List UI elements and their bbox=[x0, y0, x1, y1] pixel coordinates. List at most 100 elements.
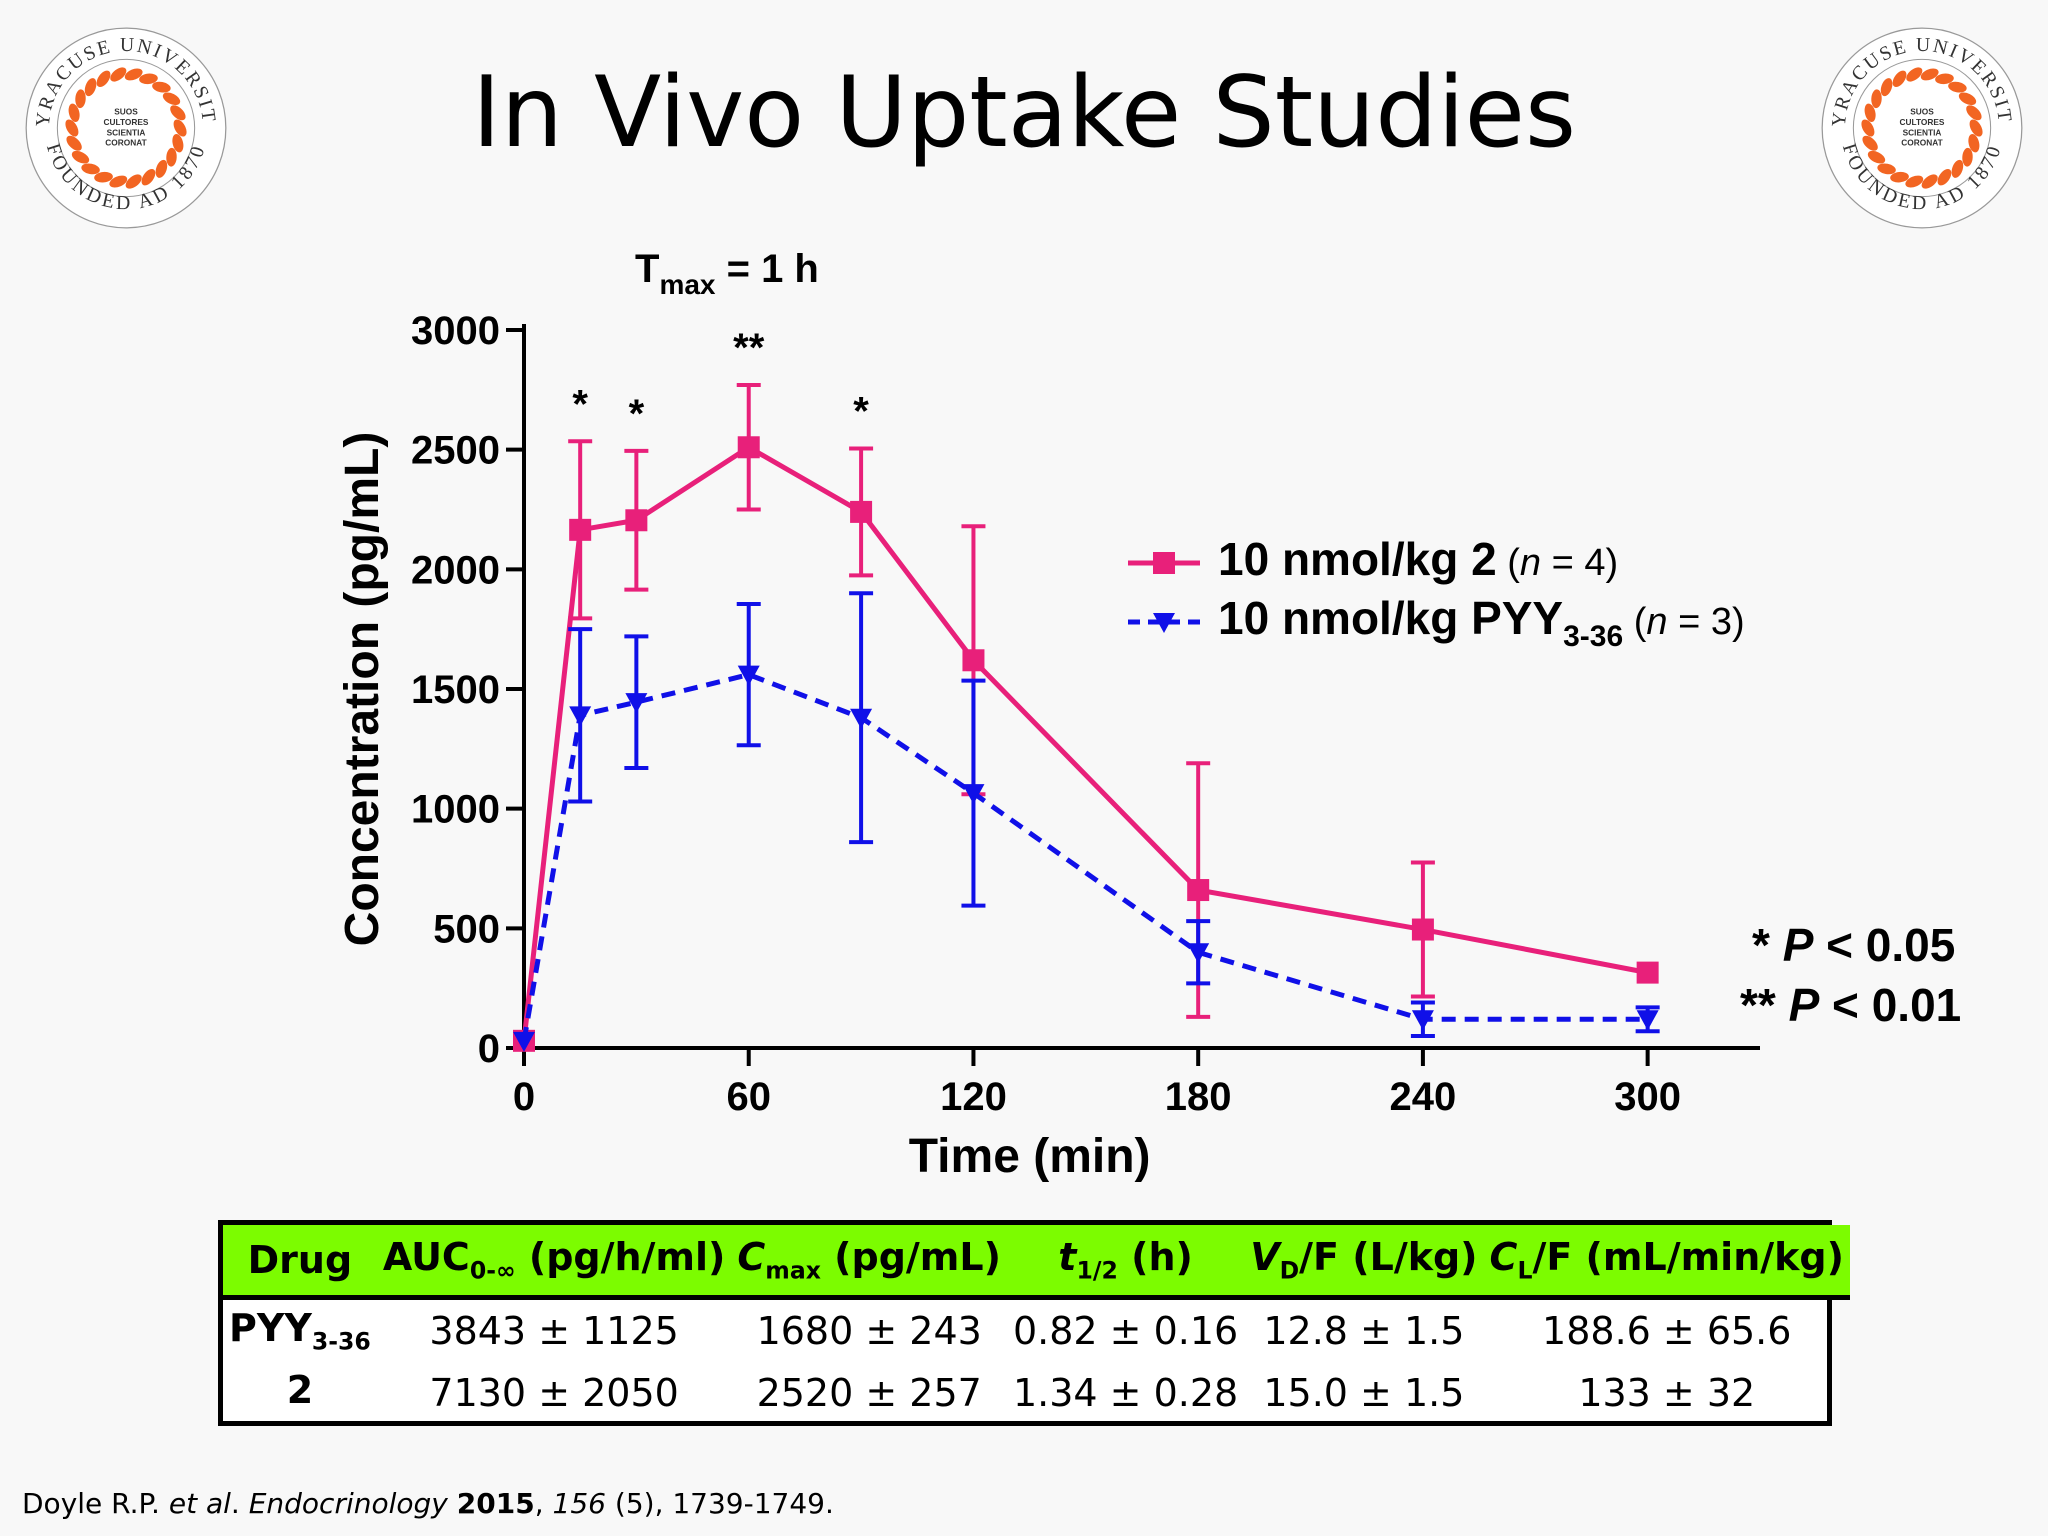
header-drug: Drug bbox=[223, 1225, 377, 1300]
x-tick-label: 60 bbox=[726, 1075, 771, 1119]
pvalue-legend-2: ** P < 0.01 bbox=[1740, 979, 1962, 1031]
seal-laurel-leaf bbox=[1966, 105, 1982, 121]
seal-laurel-leaf bbox=[1962, 147, 1973, 167]
seal-laurel-leaf bbox=[110, 67, 127, 82]
seal-laurel-leaf bbox=[1871, 89, 1882, 109]
seal-laurel-leaf bbox=[125, 174, 142, 189]
seal-laurel-leaf bbox=[173, 119, 187, 137]
series-pyy bbox=[513, 591, 1660, 1052]
seal-laurel-leaf bbox=[1937, 168, 1952, 186]
legend-label: 10 nmol/kg 2 (n = 4) bbox=[1218, 533, 1618, 585]
drug-cell: PYY3-36 bbox=[229, 1306, 371, 1356]
legend-item-pyy: 10 nmol/kg PYY3-36 (n = 3) bbox=[1128, 592, 1745, 653]
seal-laurel-leaf bbox=[170, 105, 186, 121]
significance-marker: * bbox=[629, 392, 645, 436]
seal-laurel-leaf bbox=[71, 150, 90, 164]
legend-marker bbox=[1153, 613, 1175, 633]
seal-motto-line: CULTORES bbox=[104, 117, 149, 127]
significance-marker: * bbox=[853, 389, 869, 433]
y-tick-label: 0 bbox=[478, 1027, 500, 1071]
seal-laurel-leaf bbox=[1867, 150, 1886, 164]
seal-laurel-leaf bbox=[1920, 68, 1939, 81]
seal-laurel-leaf bbox=[109, 175, 128, 188]
data-point bbox=[569, 518, 592, 541]
auc-cell: 3843 ± 1125 bbox=[429, 1309, 679, 1353]
seal-laurel-leaf bbox=[1906, 67, 1923, 82]
seal-laurel-leaf bbox=[1890, 171, 1909, 183]
seal-laurel-leaf bbox=[1921, 174, 1938, 189]
seal-outer-ring bbox=[1821, 27, 2023, 229]
seal-laurel-leaf bbox=[94, 171, 113, 183]
data-point bbox=[1636, 1010, 1659, 1031]
tmax-annotation: Tmax = 1 h bbox=[635, 247, 819, 300]
seal-laurel-leaf bbox=[1935, 73, 1954, 85]
seal-laurel-leaf bbox=[96, 70, 111, 88]
series-line bbox=[521, 672, 1648, 1042]
header-thalf: t1/2 (h) bbox=[1006, 1225, 1245, 1300]
seal-inner-ring bbox=[1852, 58, 1992, 198]
header-vdf: VD/F (L/kg) bbox=[1244, 1225, 1484, 1300]
series-compound-2 bbox=[513, 383, 1659, 1052]
y-tick-label: 2000 bbox=[411, 548, 500, 592]
seal-laurel-leaf bbox=[1861, 119, 1875, 137]
significance-marker: ** bbox=[733, 326, 765, 370]
seal-laurel-leaf bbox=[152, 81, 171, 93]
y-axis-label: Concentration (pg/mL) bbox=[336, 432, 389, 947]
seal-laurel-leaf bbox=[155, 159, 168, 178]
seal-laurel-leaf bbox=[1951, 159, 1964, 178]
data-point bbox=[625, 509, 648, 532]
y-tick-label: 3000 bbox=[411, 309, 500, 353]
data-point bbox=[1636, 961, 1659, 984]
y-tick-label: 500 bbox=[433, 907, 500, 951]
seal-laurel-leaf bbox=[66, 135, 82, 151]
seal-laurel-leaf bbox=[68, 103, 80, 122]
concentration-time-chart: Tmax = 1 h 0 500 1000 1500 2000 2500 3000 0 60 120… bbox=[336, 247, 1760, 1183]
seal-laurel-leaf bbox=[1958, 92, 1977, 106]
data-point bbox=[1187, 879, 1210, 902]
cmax-cell: 1680 ± 243 bbox=[756, 1309, 982, 1353]
seal-laurel-leaf bbox=[162, 92, 181, 106]
seal-inner-ring bbox=[56, 58, 196, 198]
seal-motto-line: SCIENTIA bbox=[107, 127, 146, 137]
x-tick-label: 180 bbox=[1165, 1075, 1232, 1119]
x-axis-label: Time (min) bbox=[909, 1130, 1151, 1183]
data-point bbox=[1411, 1010, 1434, 1031]
seal-laurel-leaf bbox=[65, 119, 79, 137]
y-tick-label: 1500 bbox=[411, 668, 500, 712]
seal-laurel-leaf bbox=[141, 168, 156, 186]
legend-marker bbox=[1153, 552, 1175, 574]
header-clf: CL/F (mL/min/kg) bbox=[1483, 1225, 1850, 1300]
data-point bbox=[1187, 943, 1210, 964]
header-auc: AUC0-∞ (pg/h/ml) bbox=[376, 1225, 732, 1300]
cmax-cell: 2520 ± 257 bbox=[756, 1371, 982, 1415]
seal-laurel-leaf bbox=[1905, 175, 1924, 188]
clf-cell: 133 ± 32 bbox=[1578, 1371, 1756, 1415]
clf-cell: 188.6 ± 65.6 bbox=[1542, 1309, 1792, 1353]
data-point bbox=[737, 665, 760, 686]
x-tick-label: 240 bbox=[1390, 1075, 1457, 1119]
seal-laurel-leaf bbox=[1877, 163, 1896, 175]
header-cmax: Cmax (pg/mL) bbox=[731, 1225, 1007, 1300]
seal-laurel-leaf bbox=[1948, 81, 1967, 93]
x-tick-label: 0 bbox=[513, 1075, 535, 1119]
seal-laurel-leaf bbox=[124, 68, 143, 81]
seal-laurel-leaf bbox=[1880, 78, 1893, 97]
seal-laurel-leaf bbox=[1892, 70, 1907, 88]
x-tick-label: 300 bbox=[1614, 1075, 1681, 1119]
pvalue-legend-1: * P < 0.05 bbox=[1752, 919, 1956, 971]
data-point bbox=[1411, 918, 1434, 941]
seal-laurel-leaf bbox=[1864, 103, 1876, 122]
x-tick-label: 120 bbox=[940, 1075, 1007, 1119]
drug-cell: 2 bbox=[286, 1368, 314, 1413]
y-tick-label: 1000 bbox=[411, 788, 500, 832]
seal-motto-line: SUOS bbox=[1910, 106, 1934, 116]
data-point bbox=[625, 693, 648, 714]
data-point bbox=[850, 500, 873, 523]
seal-laurel-leaf bbox=[1968, 134, 1980, 153]
data-point bbox=[737, 436, 760, 459]
thalf-cell: 1.34 ± 0.28 bbox=[1012, 1371, 1239, 1415]
data-point bbox=[569, 706, 592, 727]
data-point bbox=[513, 1031, 535, 1052]
seal-laurel-leaf bbox=[139, 73, 158, 85]
seal-motto-line: SUOS bbox=[114, 106, 138, 116]
